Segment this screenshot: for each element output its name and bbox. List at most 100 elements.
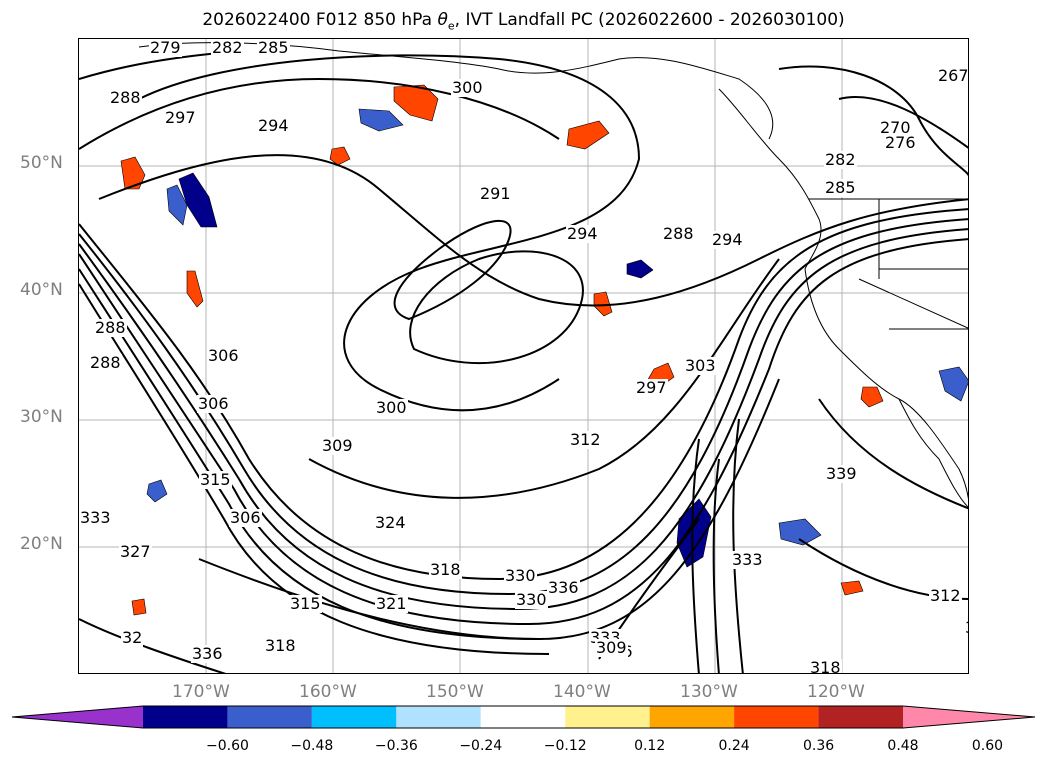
positive-anomaly-blob [860,386,884,408]
colorbar-tick-label: 0.60 [971,738,1004,754]
colorbar-tick-label: 0.36 [802,738,835,754]
positive-anomaly-blob [566,120,610,150]
contour-label: 315 [199,470,232,489]
title-prefix: 2026022400 F012 850 hPa [202,10,438,30]
colorbar-segment [565,706,650,728]
colorbar-segment [818,706,903,728]
lon-label-140w: 140°W [553,682,611,702]
negative-anomaly-blob [626,259,654,279]
contour-label: 339 [825,464,858,483]
colorbar-segment [311,706,397,728]
contour-label: 312 [569,430,602,449]
contour-label: 312 [929,586,962,605]
contour-label: 282 [211,38,244,57]
contour-label: 300 [451,78,484,97]
colorbar-segment [734,706,819,728]
us-state-borders [809,198,968,330]
contour-label: 336 [191,644,224,663]
contour-label: 306 [229,508,262,527]
positive-anomaly-blob [393,84,439,122]
colorbar-tick-label: 0.48 [887,738,919,754]
contour-label: 288 [94,318,127,337]
colorbar-tick-label: −0.48 [290,738,334,754]
title-suffix: , IVT Landfall PC (2026022600 - 20260301… [454,10,845,30]
baja-coastline [898,398,968,508]
contour-label: 330 [504,566,537,585]
positive-anomaly-blob [186,270,204,308]
contour-label: 267 [937,66,969,85]
lat-label-30n: 30°N [20,407,63,427]
contour-label: 285 [257,38,290,57]
contour-label: 285 [824,178,857,197]
colorbar [11,705,1036,729]
contour-label: 276 [884,133,917,152]
colorbar-tick-label: −0.60 [205,738,249,754]
lat-label-50n: 50°N [20,153,63,173]
contour-label: 303 [684,356,717,375]
contour-label: 336 [547,578,580,597]
lat-label-20n: 20°N [20,534,63,554]
negative-anomaly-blob [166,184,188,226]
contour-label: 318 [264,636,297,655]
contour-label: 309 [595,638,628,657]
contour-label: 333 [79,508,112,527]
contour-label: 333 [731,550,764,569]
lon-label-170w: 170°W [172,682,230,702]
contour-label: 297 [635,378,668,397]
contour-label: 300 [375,398,408,417]
contour-label: 327 [119,542,152,561]
colorbar-segment [143,706,228,728]
contour-label: 318 [809,659,842,673]
coastlines [138,42,968,508]
contour-label: 330 [515,590,548,609]
title-theta: θ [437,10,448,30]
british-columbia-coastline [718,88,822,270]
lon-label-120w: 120°W [807,682,865,702]
colorbar-segment [227,706,312,728]
contour-label: 324 [374,513,407,532]
lon-label-150w: 150°W [426,682,484,702]
colorbar-tick-label: 0.12 [634,738,666,754]
lat-label-40n: 40°N [20,280,63,300]
contour-label: 291 [479,184,512,203]
contour-label: 270 [879,118,912,137]
ivt-anomaly-fill [120,84,968,616]
positive-anomaly-blob [840,580,864,596]
colorbar-tick-label: −0.36 [374,738,418,754]
colorbar-segment [396,706,481,728]
map-panel: 279 282 285 288 297 294 300 291 294 288 294 267 270 2… [78,38,969,674]
lon-label-130w: 130°W [680,682,738,702]
colorbar-outline [11,705,1036,729]
negative-anomaly-blob [146,479,168,503]
colorbar-segments [11,705,1036,729]
contour-label: 306 [197,394,230,413]
colorbar-tick-label: 0.24 [718,738,750,754]
contour-label: 288 [109,88,142,107]
contour-label: 279 [149,38,182,57]
negative-anomaly-blob [676,498,712,568]
contour-label: 288 [89,353,122,372]
negative-anomaly-blob [778,518,822,546]
colorbar-tick-label: −0.12 [543,738,587,754]
colorbar-segment [649,706,735,728]
contour-label: 32 [121,628,144,647]
contour-label: 288 [662,224,695,243]
contour-label: 282 [824,150,857,169]
positive-anomaly-blob [329,146,351,166]
contour-label: 321 [375,594,408,613]
colorbar-extend-max [903,706,1035,728]
negative-anomaly-blob [358,108,404,132]
colorbar-segment [480,706,566,728]
positive-anomaly-blob [120,156,146,190]
contour-label: 306 [207,346,240,365]
colorbar-extend-min [12,706,143,728]
contour-label: 294 [257,116,290,135]
contour-label: 318 [429,560,462,579]
contour-label: 294 [566,224,599,243]
negative-anomaly-blob [938,366,968,402]
colorbar-tick-label: −0.24 [459,738,503,754]
contour-label: 297 [164,108,197,127]
map-title: 2026022400 F012 850 hPa θe, IVT Landfall… [0,10,1047,32]
title-theta-subscript: e [447,19,455,33]
contour-label: 315 [289,594,322,613]
